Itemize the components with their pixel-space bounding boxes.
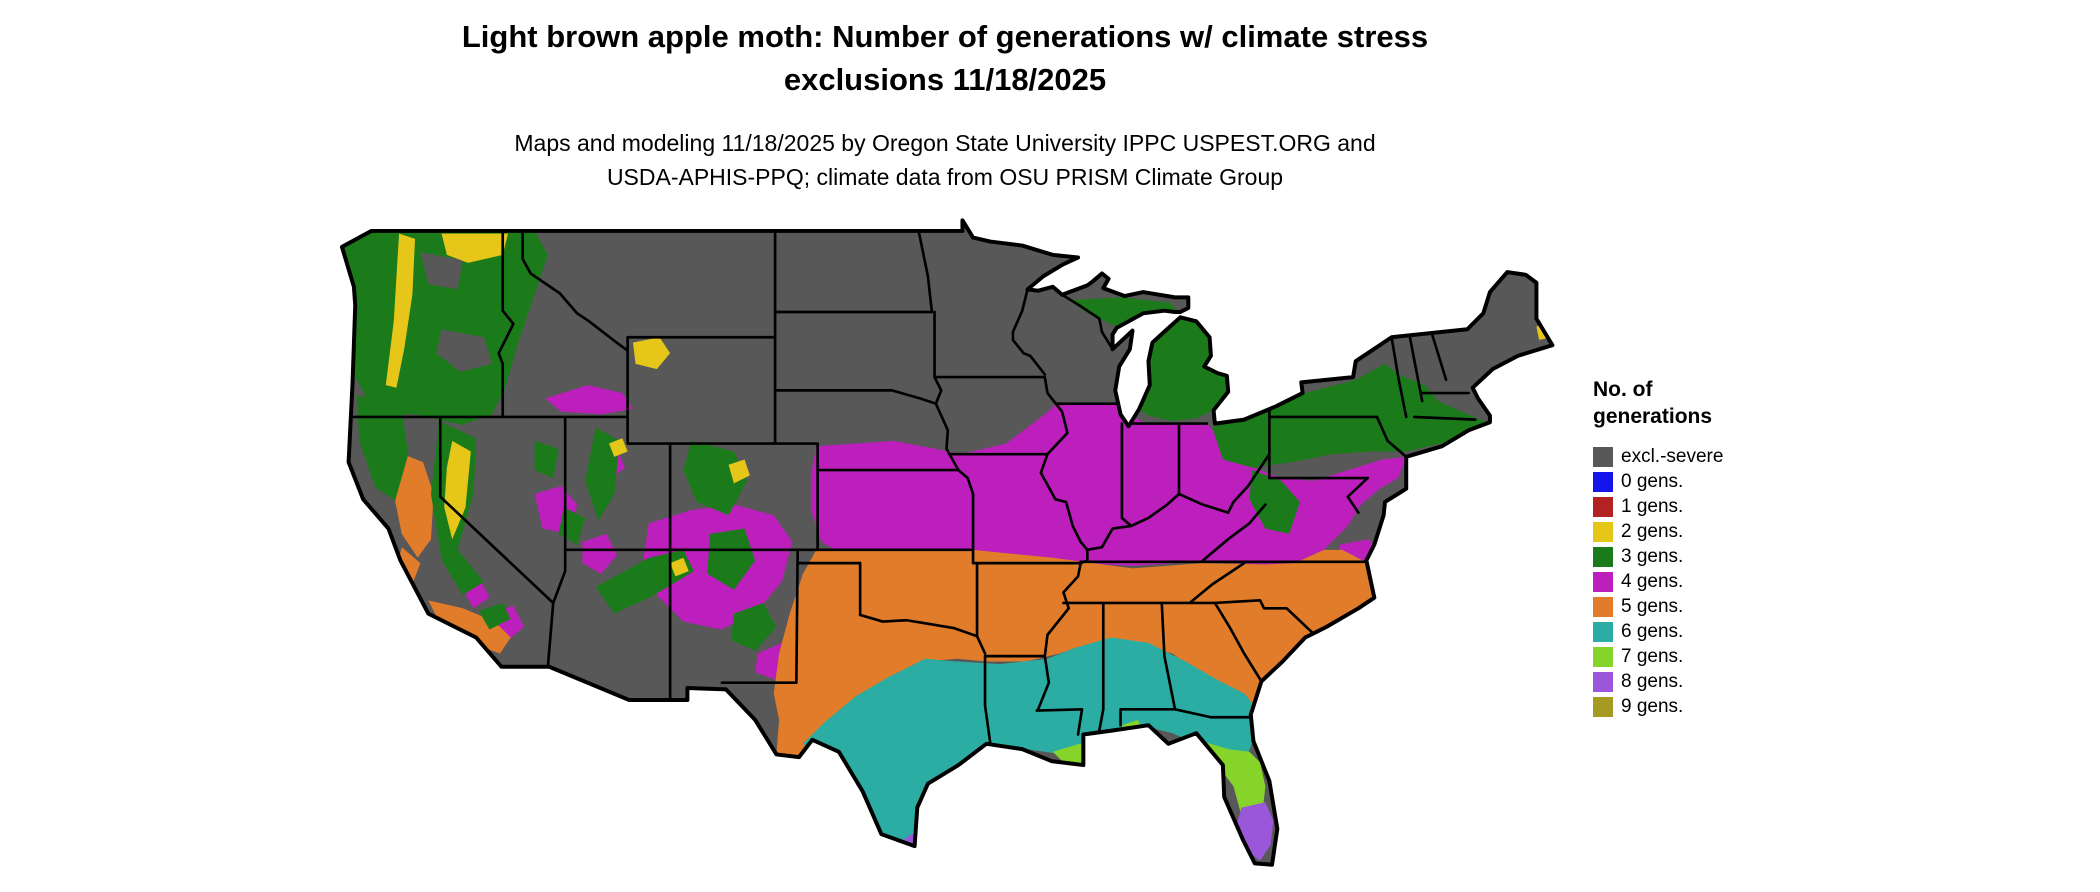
legend-title-line-1: No. of [1593, 378, 1653, 401]
header: Light brown apple moth: Number of genera… [0, 16, 1890, 195]
legend-label: 4 gens. [1621, 571, 1684, 593]
legend-item: 1 gens. [1593, 495, 1823, 520]
legend-swatch [1593, 597, 1613, 618]
legend-title: No. of generations [1593, 376, 1823, 431]
legend-item: 6 gens. [1593, 620, 1823, 645]
zone-2-gens [385, 233, 1553, 577]
legend-item: 9 gens. [1593, 695, 1823, 720]
legend-label: excl.-severe [1621, 446, 1724, 468]
legend-label: 8 gens. [1621, 671, 1684, 693]
zone-excl-severe-patches [420, 252, 1428, 375]
legend-label: 7 gens. [1621, 646, 1684, 668]
zone-8-gens [902, 802, 1274, 861]
title-line-2: exclusions 11/18/2025 [783, 61, 1107, 97]
legend-item: 2 gens. [1593, 520, 1823, 545]
legend-item: 5 gens. [1593, 595, 1823, 620]
legend-swatch [1593, 572, 1613, 593]
legend-swatch [1593, 622, 1613, 643]
legend-label: 6 gens. [1621, 621, 1684, 643]
legend-swatch [1593, 472, 1613, 493]
page-title: Light brown apple moth: Number of genera… [0, 16, 1890, 102]
us-generations-map [335, 215, 1558, 882]
legend-item: 7 gens. [1593, 645, 1823, 670]
legend-swatch [1593, 522, 1613, 543]
legend-label: 5 gens. [1621, 596, 1684, 618]
legend-label: 3 gens. [1621, 546, 1684, 568]
legend-swatch [1593, 497, 1613, 518]
legend-item: 8 gens. [1593, 670, 1823, 695]
legend-label: 0 gens. [1621, 471, 1684, 493]
subtitle-line-1: Maps and modeling 11/18/2025 by Oregon S… [514, 129, 1376, 156]
legend-items: excl.-severe 0 gens. 1 gens. 2 gens. 3 g… [1593, 445, 1823, 720]
legend-label: 9 gens. [1621, 696, 1684, 718]
legend-swatch [1593, 447, 1613, 468]
legend-item: 3 gens. [1593, 545, 1823, 570]
subtitle-line-2: USDA-APHIS-PPQ; climate data from OSU PR… [606, 164, 1284, 191]
legend-swatch [1593, 672, 1613, 693]
legend: No. of generations excl.-severe 0 gens. … [1593, 376, 1823, 720]
legend-label: 2 gens. [1621, 521, 1684, 543]
map-svg [339, 218, 1555, 867]
legend-swatch [1593, 547, 1613, 568]
legend-item: 4 gens. [1593, 570, 1823, 595]
legend-item: excl.-severe [1593, 445, 1823, 470]
legend-item: 0 gens. [1593, 470, 1823, 495]
legend-swatch [1593, 647, 1613, 668]
legend-swatch [1593, 697, 1613, 718]
state-borders [347, 229, 1477, 746]
page-subtitle: Maps and modeling 11/18/2025 by Oregon S… [0, 126, 1890, 195]
title-line-1: Light brown apple moth: Number of genera… [461, 19, 1429, 54]
legend-label: 1 gens. [1621, 496, 1684, 518]
legend-title-line-2: generations [1593, 405, 1713, 429]
